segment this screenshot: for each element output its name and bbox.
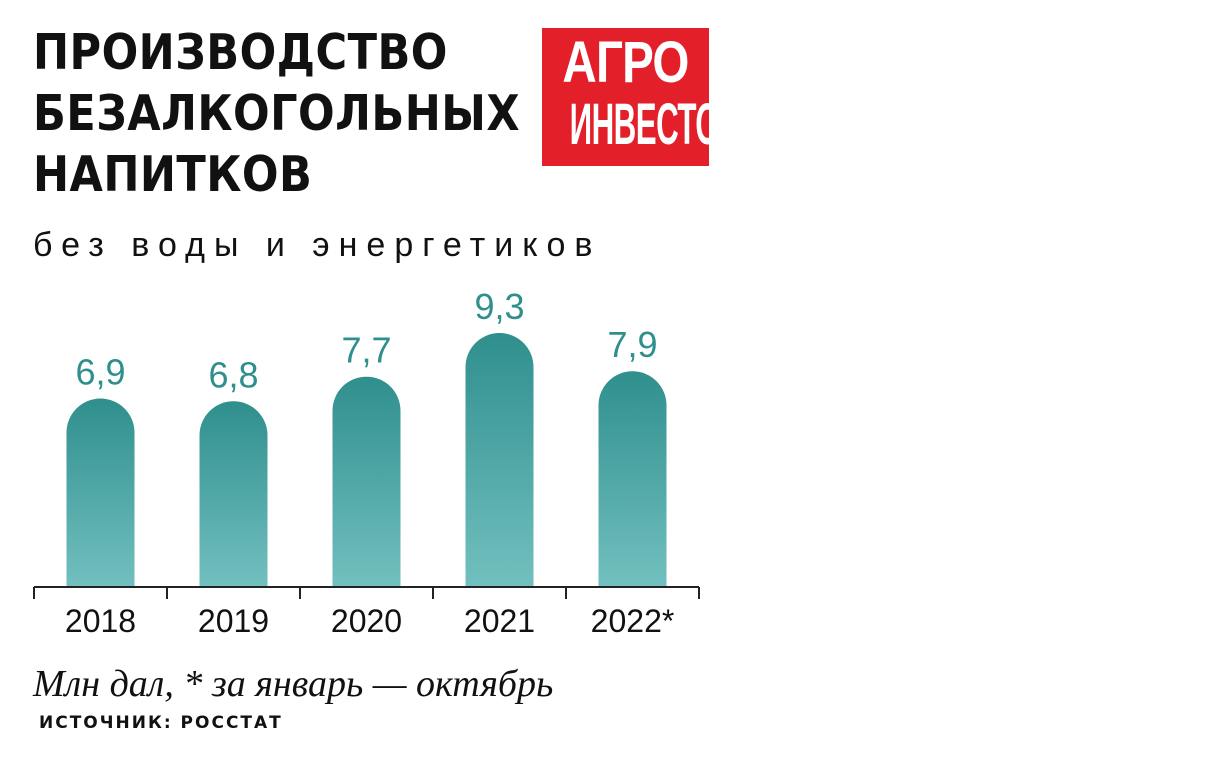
units-note: Млн дал, * за январь — октябрь [33, 663, 554, 705]
data-label-2018: 6,9 [75, 352, 125, 393]
data-label-2019: 6,8 [208, 354, 258, 395]
source-note: ИСТОЧНИК: РОССТАТ [39, 713, 283, 733]
data-label-2022: 7,9 [607, 324, 657, 365]
chart-title-line-3: НАПИТКОВ [33, 146, 313, 203]
x-tick-label-2020: 2020 [331, 603, 402, 639]
bar-2021 [465, 333, 534, 587]
x-tick-label-2019: 2019 [198, 603, 269, 639]
bar-2018 [66, 398, 135, 587]
x-tick-label-2018: 2018 [65, 603, 136, 639]
bar-2020 [332, 376, 401, 587]
data-label-2020: 7,7 [341, 330, 391, 371]
x-tick-label-2022: 2022* [591, 603, 675, 639]
agroinvestor-logo: АГРО ИНВЕСТОР [542, 28, 709, 166]
chart-title-line-1: ПРОИЗВОДСТВО [33, 24, 448, 81]
logo-line-1: АГРО [562, 30, 689, 95]
data-label-2021: 9,3 [474, 286, 524, 327]
chart-subtitle: без воды и энергетиков [33, 226, 602, 264]
bar-2019 [199, 401, 268, 587]
x-tick-label-2021: 2021 [464, 603, 535, 639]
chart-title: ПРОИЗВОДСТВО БЕЗАЛКОГОЛЬНЫХ НАПИТКОВ [33, 22, 520, 205]
bar-2022 [598, 371, 667, 587]
chart-title-line-2: БЕЗАЛКОГОЛЬНЫХ [33, 85, 521, 142]
